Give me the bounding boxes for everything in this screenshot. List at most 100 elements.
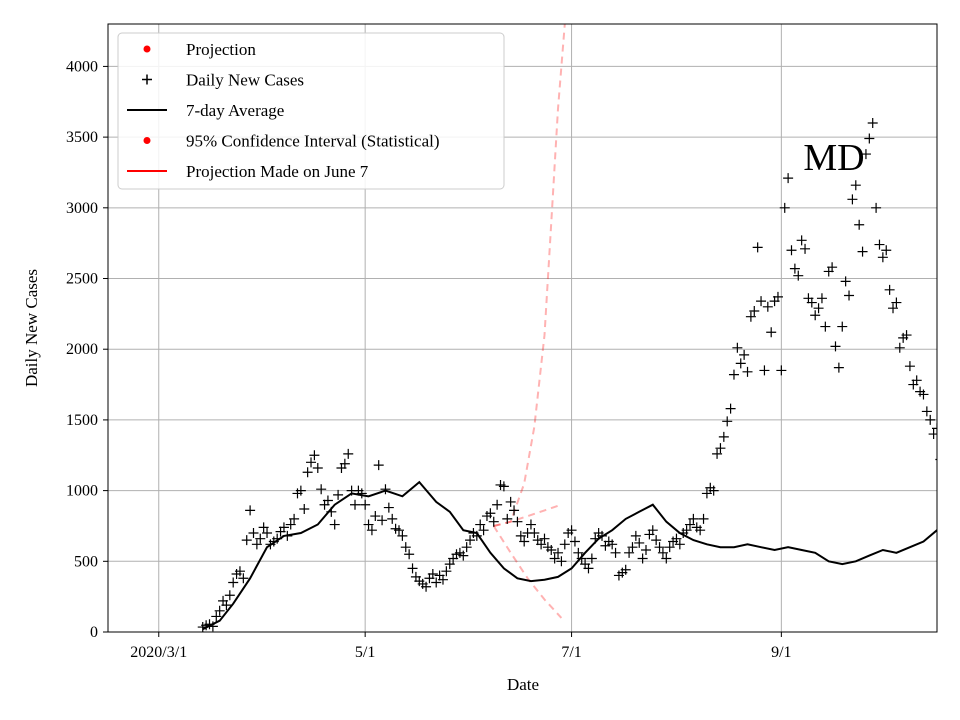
daily-case-marker: [786, 245, 797, 256]
daily-case-marker: [505, 496, 516, 507]
daily-case-marker: [536, 539, 547, 550]
daily-case-marker: [661, 553, 672, 564]
daily-case-marker: [302, 467, 313, 478]
daily-case-marker: [715, 443, 726, 454]
daily-case-marker: [688, 513, 699, 524]
daily-case-marker: [735, 358, 746, 369]
y-tick-label: 3000: [66, 200, 98, 217]
daily-case-marker: [485, 508, 496, 519]
daily-case-marker: [475, 519, 486, 530]
daily-case-marker: [891, 297, 902, 308]
daily-case-marker: [363, 519, 374, 530]
daily-case-marker: [299, 503, 310, 514]
daily-case-marker: [377, 515, 388, 526]
daily-case-marker: [478, 525, 489, 536]
daily-case-marker: [498, 481, 509, 492]
daily-case-marker: [728, 369, 739, 380]
daily-case-marker: [766, 327, 777, 338]
legend-marker-plus: [142, 74, 152, 85]
daily-case-marker: [262, 528, 273, 539]
daily-case-marker: [251, 539, 262, 550]
daily-case-marker: [762, 301, 773, 312]
daily-case-marker: [789, 263, 800, 274]
daily-case-marker: [810, 310, 821, 321]
daily-case-marker: [383, 502, 394, 513]
daily-case-marker: [224, 590, 235, 601]
daily-case-marker: [654, 542, 665, 553]
daily-case-marker: [333, 489, 344, 500]
daily-case-marker: [888, 303, 899, 314]
daily-case-marker: [827, 262, 838, 273]
daily-case-marker: [925, 414, 936, 425]
daily-case-marker: [911, 375, 922, 386]
daily-case-marker: [847, 194, 858, 205]
daily-case-marker: [509, 505, 520, 516]
daily-case-marker: [488, 516, 499, 527]
daily-case-marker: [461, 542, 472, 553]
daily-case-marker: [745, 311, 756, 322]
daily-case-marker: [904, 361, 915, 372]
daily-case-marker: [840, 276, 851, 287]
y-tick-label: 4000: [66, 58, 98, 75]
daily-case-marker: [397, 530, 408, 541]
daily-case-marker: [329, 519, 340, 530]
daily-case-marker: [549, 553, 560, 564]
daily-case-marker: [722, 416, 733, 427]
legend-marker-dot: [143, 137, 151, 144]
y-tick-label: 1500: [66, 412, 98, 429]
daily-case-marker: [285, 519, 296, 530]
axes-frame: [107, 23, 938, 633]
daily-case-marker: [850, 180, 861, 191]
daily-case-marker: [343, 448, 354, 459]
daily-case-marker: [695, 525, 706, 536]
daily-case-marker: [576, 553, 587, 564]
daily-case-marker: [759, 365, 770, 376]
daily-case-marker: [258, 522, 269, 533]
series-layer: [197, 24, 937, 632]
daily-case-marker: [214, 605, 225, 616]
y-tick-label: 0: [90, 624, 98, 641]
daily-case-marker: [800, 243, 811, 254]
daily-case-marker: [708, 485, 719, 496]
daily-case-marker: [556, 556, 567, 567]
daily-case-marker: [830, 341, 841, 352]
daily-case-marker: [441, 566, 452, 577]
state-label: MD: [803, 137, 864, 179]
daily-case-marker: [339, 458, 350, 469]
daily-case-marker: [806, 297, 817, 308]
daily-case-marker: [234, 566, 245, 577]
daily-case-marker: [444, 559, 455, 570]
legend-label: Projection: [186, 40, 256, 59]
daily-case-marker: [796, 235, 807, 246]
legend-box: [117, 32, 505, 190]
daily-case-marker: [874, 239, 885, 250]
daily-case-marker: [816, 293, 827, 304]
daily-case-marker: [857, 246, 868, 257]
daily-case-marker: [366, 525, 377, 536]
daily-case-marker: [742, 366, 753, 377]
daily-case-marker: [701, 488, 712, 499]
daily-case-marker: [559, 539, 570, 550]
x-axis-label: Date: [507, 675, 539, 694]
y-tick-label: 3500: [66, 129, 98, 146]
daily-case-marker: [864, 133, 875, 144]
daily-case-marker: [393, 525, 404, 536]
daily-case-marker: [404, 549, 415, 560]
daily-case-marker: [867, 117, 878, 128]
daily-case-marker: [932, 423, 937, 434]
daily-case-marker: [407, 563, 418, 574]
daily-case-marker: [749, 306, 760, 317]
daily-case-marker: [664, 542, 675, 553]
y-tick-label: 500: [74, 553, 98, 570]
legend: Projection Daily New Cases 7-day Average 95…: [117, 32, 505, 190]
daily-case-marker: [844, 290, 855, 301]
daily-case-marker: [356, 488, 367, 499]
daily-case-marker: [512, 516, 523, 527]
daily-case-marker: [772, 291, 783, 302]
daily-case-marker: [241, 535, 252, 546]
daily-case-marker: [427, 569, 438, 580]
daily-case-marker: [465, 535, 476, 546]
daily-case-marker: [546, 544, 557, 555]
daily-case-marker: [387, 513, 398, 524]
daily-case-marker: [718, 431, 729, 442]
